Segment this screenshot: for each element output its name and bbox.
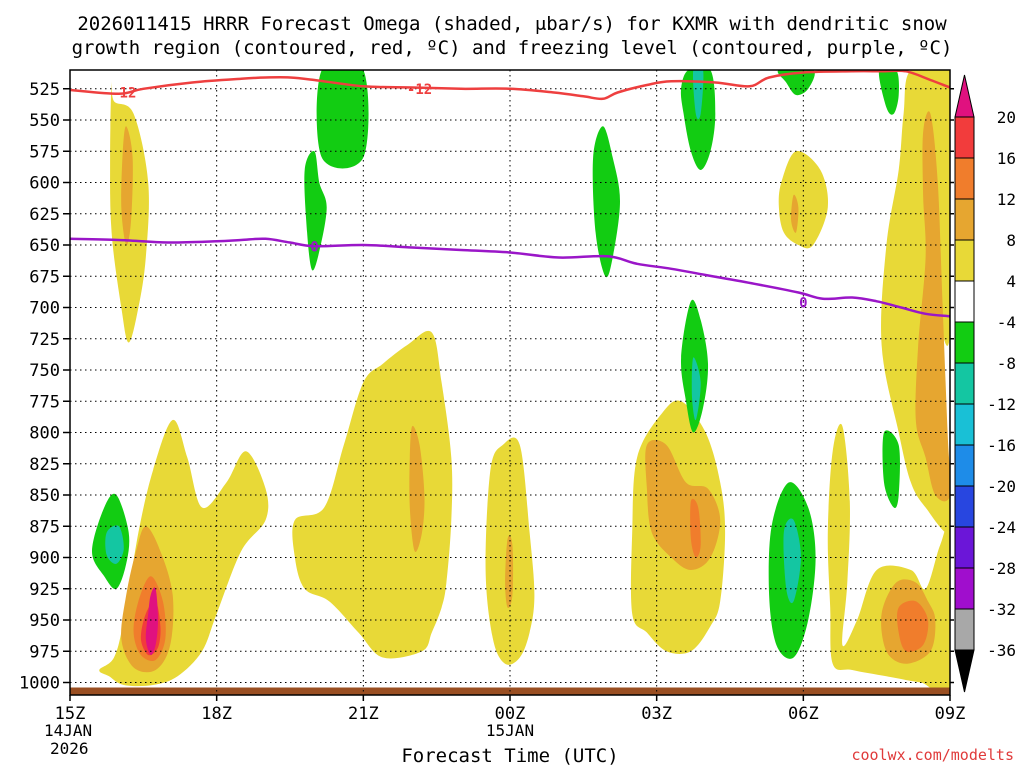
colorbar-label: 8	[1006, 231, 1016, 250]
x-date-label: 14JAN	[44, 721, 92, 740]
x-tick-label: 15Z	[55, 704, 86, 724]
y-tick-label: 600	[29, 174, 60, 194]
colorbar-label: -20	[987, 477, 1016, 496]
y-tick-label: 950	[29, 611, 60, 631]
omega-region-w4	[778, 151, 829, 249]
freezing-contour-label: 0	[799, 296, 807, 312]
omega-region-w20	[145, 587, 158, 656]
omega-region-c4	[592, 126, 620, 278]
y-tick-label: 550	[29, 111, 60, 131]
colorbar-swatch	[954, 608, 975, 651]
y-tick-label: 725	[29, 330, 60, 350]
omega-region-w8	[505, 535, 514, 609]
chart-title-line1: 2026011415 HRRR Forecast Omega (shaded, …	[77, 13, 947, 35]
y-tick-label: 775	[29, 392, 60, 412]
y-tick-label: 525	[29, 80, 60, 100]
freezing-contour-line	[70, 237, 950, 318]
y-tick-label: 750	[29, 361, 60, 381]
omega-region-c8	[691, 357, 701, 421]
omega-region-w4	[292, 330, 453, 659]
colorbar-label: 12	[997, 190, 1016, 209]
colorbar-label: -8	[997, 354, 1016, 373]
omega-region-c4	[680, 70, 716, 170]
omega-region-w8	[645, 439, 721, 570]
colorbar-swatch	[954, 362, 975, 405]
freezing-contour-label: 0	[310, 239, 318, 255]
y-tick-label: 675	[29, 267, 60, 287]
colorbar-label: -12	[987, 395, 1016, 414]
dgz-contour-label: -12	[407, 82, 432, 98]
omega-region-w12	[897, 600, 929, 652]
dgz-contour-line	[70, 70, 950, 101]
omega-region-w8	[409, 425, 425, 553]
colorbar-label: -36	[987, 641, 1016, 660]
omega-region-w12	[690, 498, 701, 558]
colorbar-swatch	[954, 526, 975, 569]
colorbar-swatch	[954, 280, 975, 323]
x-axis-label: Forecast Time (UTC)	[401, 745, 618, 767]
omega-region-c4	[882, 430, 900, 509]
colorbar-swatch	[954, 239, 975, 282]
colorbar-swatch	[954, 485, 975, 528]
y-tick-label: 975	[29, 642, 60, 662]
colorbar-swatch	[954, 157, 975, 200]
omega-region-c8	[105, 525, 124, 564]
y-tick-label: 900	[29, 549, 60, 569]
colorbar-swatch	[954, 116, 975, 159]
colorbar-label: -24	[987, 518, 1016, 537]
omega-region-w8	[791, 194, 799, 233]
y-tick-label: 625	[29, 205, 60, 225]
y-tick-label: 825	[29, 455, 60, 475]
colorbar-label: -28	[987, 559, 1016, 578]
colorbar-top-arrow	[954, 74, 975, 118]
y-tick-label: 1000	[19, 674, 60, 694]
colorbar-label: -4	[997, 313, 1016, 332]
pressure-axis: 525 550 575 600 625 650 675 700 725 750 775 800 825 8…	[19, 80, 954, 694]
y-tick-label: 650	[29, 236, 60, 256]
colorbar-label: 4	[1006, 272, 1016, 291]
y-tick-label: 800	[29, 424, 60, 444]
dgz-contour-label: -12	[111, 86, 136, 102]
x-tick-label: 09Z	[935, 704, 966, 724]
omega-region-c4	[878, 70, 899, 115]
colorbar-swatch	[954, 444, 975, 487]
x-tick-label: 00Z	[495, 704, 526, 724]
y-tick-label: 925	[29, 580, 60, 600]
omega-region-w8	[915, 111, 950, 502]
x-tick-label: 06Z	[788, 704, 819, 724]
credit-link[interactable]: coolwx.com/modelts	[851, 746, 1014, 764]
y-tick-label: 575	[29, 142, 60, 162]
x-tick-label: 03Z	[641, 704, 672, 724]
omega-region-c8	[783, 518, 801, 604]
temperature-contours: -12 -12 0 0	[70, 70, 950, 318]
omega-region-c4	[304, 150, 327, 271]
x-year-label: 2026	[50, 739, 89, 758]
omega-shading	[92, 70, 950, 695]
colorbar-swatch	[954, 321, 975, 364]
colorbar-label: 20	[997, 108, 1016, 127]
colorbar-swatch	[954, 403, 975, 446]
y-tick-label: 875	[29, 517, 60, 537]
omega-region-w8	[121, 126, 133, 246]
colorbar: 20 16 12 8 4 -4 -8 -12 -16 -20 -24 -28 -32 -36	[954, 74, 1016, 693]
x-tick-label: 21Z	[348, 704, 379, 724]
colorbar-label: -16	[987, 436, 1016, 455]
colorbar-label: 16	[997, 149, 1016, 168]
colorbar-swatch	[954, 198, 975, 241]
colorbar-bottom-arrow	[954, 649, 975, 693]
colorbar-swatch	[954, 567, 975, 610]
colorbar-label: -32	[987, 600, 1016, 619]
y-tick-label: 850	[29, 486, 60, 506]
y-tick-label: 700	[29, 299, 60, 319]
x-date-label: 15JAN	[486, 721, 534, 740]
chart-title-line2: growth region (contoured, red, ºC) and f…	[72, 37, 953, 59]
omega-region-c4	[316, 70, 369, 169]
x-tick-label: 18Z	[201, 704, 232, 724]
